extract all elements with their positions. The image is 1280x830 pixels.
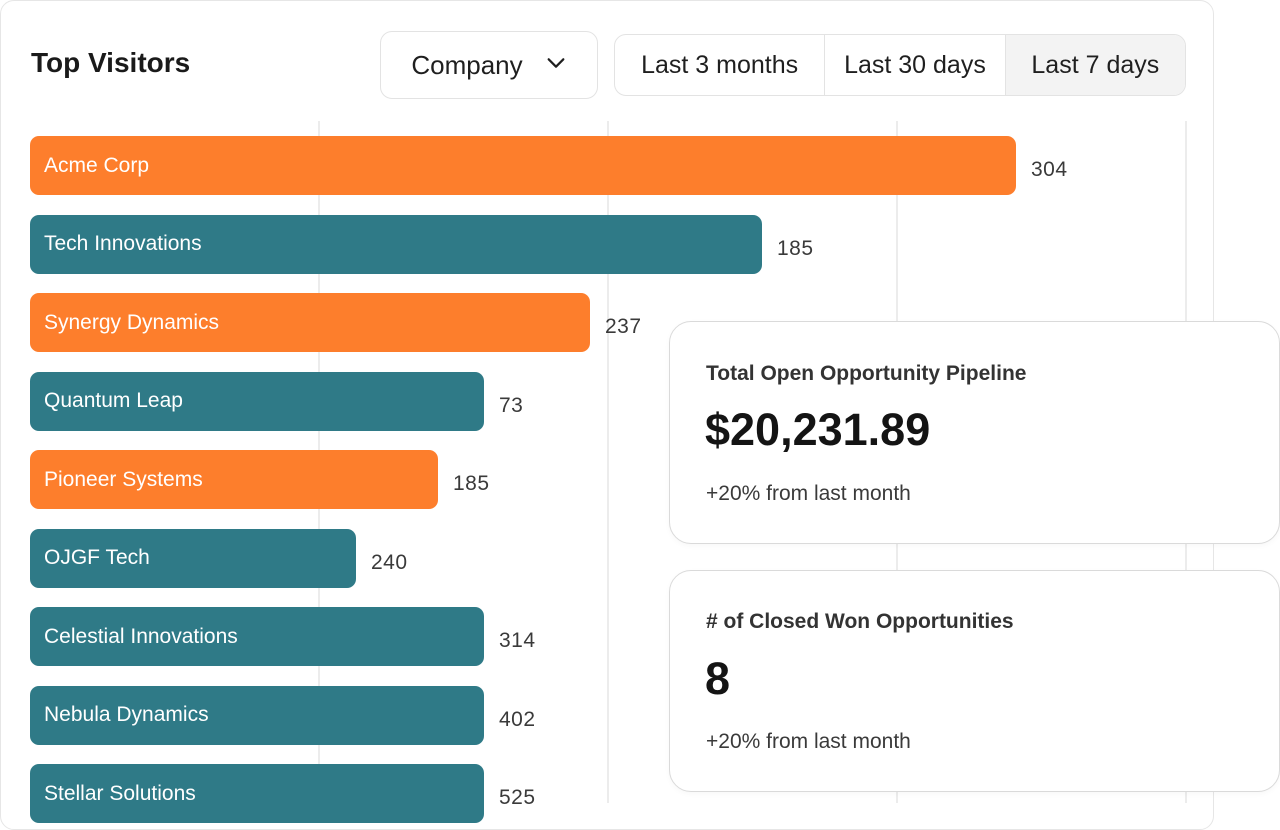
widget-title: Top Visitors <box>31 47 191 78</box>
bar[interactable]: Acme Corp <box>30 136 1016 195</box>
kpi-card-pipeline: Total Open Opportunity Pipeline $20,231.… <box>669 321 1280 544</box>
bar[interactable]: Stellar Solutions <box>30 764 484 823</box>
kpi-label: # of Closed Won Opportunities <box>706 610 1014 633</box>
bar-value-label: 402 <box>499 707 536 731</box>
range-last-30-days-button[interactable]: Last 30 days <box>825 35 1006 95</box>
bar[interactable]: Pioneer Systems <box>30 450 438 509</box>
bar-value-label: 314 <box>499 629 536 652</box>
bar-value-label: 237 <box>605 315 642 338</box>
bar-label: Quantum Leap <box>44 389 183 412</box>
bar-label: Synergy Dynamics <box>44 310 220 334</box>
bar-value-label: 73 <box>499 393 524 417</box>
bar[interactable]: Celestial Innovations <box>30 607 484 666</box>
bar-label: Pioneer Systems <box>44 467 203 491</box>
bar[interactable]: Synergy Dynamics <box>30 293 590 352</box>
gridline <box>607 121 609 803</box>
time-range-toggle: Last 3 months Last 30 days Last 7 days <box>614 34 1186 96</box>
range-label: Last 7 days <box>1031 50 1160 79</box>
bar-value-label: 304 <box>1031 158 1068 181</box>
bar-value-label: 185 <box>453 472 490 495</box>
bar-value-label: 525 <box>499 786 536 809</box>
bar[interactable]: Nebula Dynamics <box>30 685 484 745</box>
kpi-value: $20,231.89 <box>705 404 931 455</box>
bar-label: OJGF Tech <box>44 546 150 569</box>
kpi-label: Total Open Opportunity Pipeline <box>706 362 1027 385</box>
bar-label: Celestial Innovations <box>44 624 238 648</box>
bar[interactable]: OJGF Tech <box>30 528 356 588</box>
range-last-3-months-button[interactable]: Last 3 months <box>615 35 826 95</box>
bar-label: Nebula Dynamics <box>44 703 209 726</box>
bar-label: Stellar Solutions <box>44 781 196 805</box>
bar-label: Tech Innovations <box>44 232 202 255</box>
bar[interactable]: Tech Innovations <box>30 214 762 274</box>
group-by-selected-label: Company <box>411 49 523 80</box>
bar[interactable]: Quantum Leap <box>30 371 484 431</box>
chevron-down-icon <box>545 50 567 81</box>
range-label: Last 30 days <box>844 50 986 79</box>
range-last-7-days-button[interactable]: Last 7 days <box>1005 35 1185 95</box>
kpi-card-closed-won: # of Closed Won Opportunities 8 +20% fro… <box>669 570 1280 792</box>
kpi-change: +20% from last month <box>706 482 911 505</box>
bar-value-label: 240 <box>371 550 408 574</box>
kpi-value: 8 <box>705 653 731 704</box>
group-by-dropdown[interactable]: Company <box>380 31 598 99</box>
bar-value-label: 185 <box>777 236 814 260</box>
bar-label: Acme Corp <box>44 153 150 177</box>
bar-chart: Acme Corp 304 Tech Innovations 185 Synergy D… <box>1 121 1213 829</box>
kpi-change: +20% from last month <box>706 730 911 753</box>
range-label: Last 3 months <box>641 50 799 79</box>
